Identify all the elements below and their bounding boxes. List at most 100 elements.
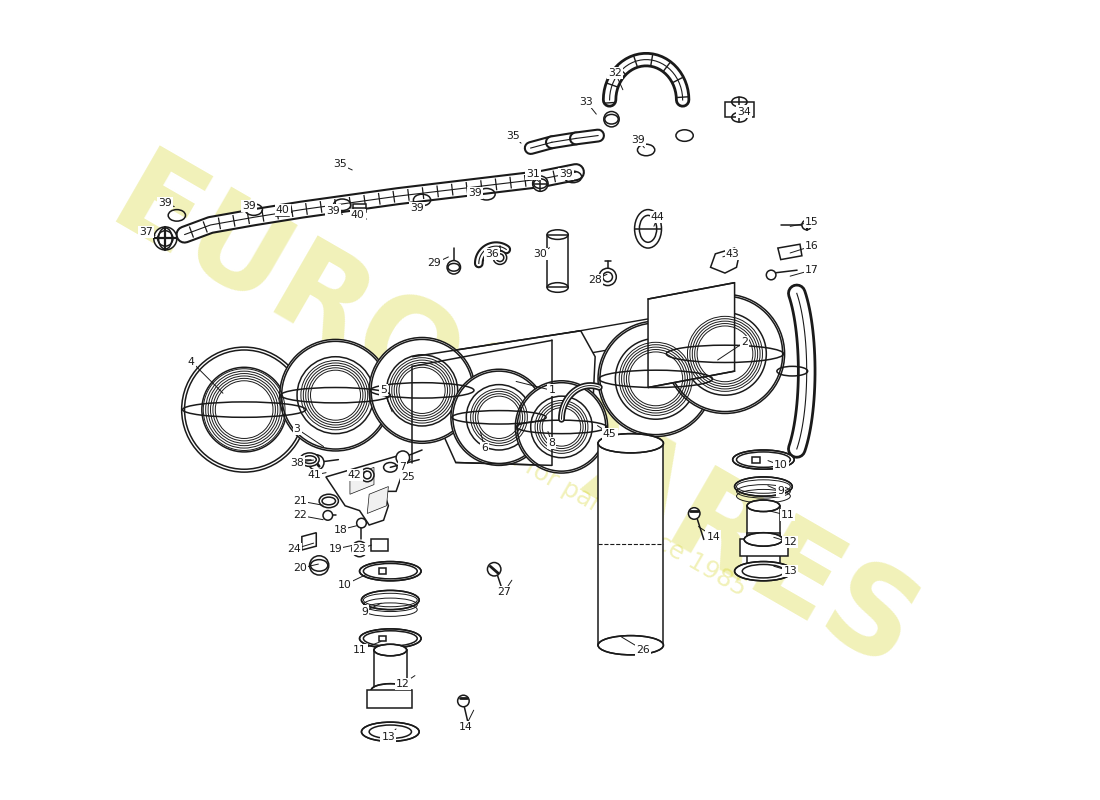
Circle shape	[309, 556, 329, 575]
Text: 34: 34	[737, 106, 751, 117]
Text: 22: 22	[293, 510, 307, 520]
Text: 12: 12	[783, 538, 798, 547]
Ellipse shape	[360, 629, 421, 648]
Bar	[378, 635, 386, 642]
Text: 10: 10	[338, 580, 352, 590]
Ellipse shape	[362, 590, 419, 610]
Text: 40: 40	[351, 210, 364, 220]
Text: 27: 27	[497, 587, 510, 598]
Text: EUROSPARES: EUROSPARES	[91, 142, 936, 697]
Text: 26: 26	[637, 645, 650, 655]
Text: 5: 5	[381, 386, 387, 395]
Text: 17: 17	[804, 265, 818, 275]
Text: 39: 39	[410, 202, 425, 213]
Text: 20: 20	[293, 563, 307, 574]
Ellipse shape	[598, 434, 663, 453]
Text: 12: 12	[396, 678, 409, 689]
Text: 39: 39	[560, 169, 573, 179]
Circle shape	[802, 220, 812, 230]
Polygon shape	[412, 330, 595, 466]
Ellipse shape	[319, 494, 339, 508]
Circle shape	[532, 176, 548, 191]
Text: 39: 39	[631, 135, 646, 146]
Polygon shape	[778, 244, 802, 260]
Text: 36: 36	[485, 249, 499, 259]
Bar	[547, 234, 569, 287]
Text: 35: 35	[506, 130, 520, 141]
Ellipse shape	[747, 543, 780, 555]
Polygon shape	[740, 539, 789, 556]
Circle shape	[666, 294, 784, 414]
Text: 3: 3	[294, 424, 300, 434]
Text: 8: 8	[549, 438, 556, 448]
Text: 31: 31	[526, 169, 539, 179]
Text: 21: 21	[293, 496, 307, 506]
Circle shape	[279, 339, 392, 451]
Polygon shape	[326, 456, 403, 525]
Text: 30: 30	[534, 249, 548, 259]
Text: 24: 24	[287, 544, 301, 554]
Circle shape	[515, 381, 607, 473]
Ellipse shape	[371, 684, 409, 697]
Circle shape	[604, 111, 619, 127]
Circle shape	[297, 357, 374, 434]
Text: 19: 19	[329, 544, 342, 554]
Circle shape	[530, 396, 592, 458]
Bar	[276, 209, 289, 216]
Circle shape	[598, 321, 714, 437]
Bar	[378, 568, 386, 574]
Circle shape	[396, 451, 409, 465]
Ellipse shape	[598, 635, 663, 655]
Text: 11: 11	[781, 510, 794, 520]
Bar	[725, 102, 754, 118]
Text: 39: 39	[242, 201, 256, 210]
Circle shape	[447, 261, 461, 274]
Bar	[747, 533, 780, 570]
Bar	[353, 204, 366, 211]
Text: 35: 35	[333, 159, 348, 170]
Text: 14: 14	[459, 722, 472, 732]
Text: 38: 38	[290, 458, 304, 467]
Circle shape	[386, 355, 458, 426]
Circle shape	[466, 385, 531, 450]
Ellipse shape	[362, 722, 419, 742]
Text: 2: 2	[740, 338, 748, 347]
Text: 1: 1	[549, 386, 556, 395]
Text: 18: 18	[333, 525, 348, 535]
Circle shape	[201, 367, 286, 452]
Bar	[598, 443, 663, 646]
Text: 32: 32	[608, 68, 623, 78]
Text: 28: 28	[588, 274, 602, 285]
Polygon shape	[350, 467, 374, 494]
Circle shape	[323, 510, 332, 520]
Ellipse shape	[735, 477, 792, 496]
Bar	[752, 457, 760, 462]
Text: 37: 37	[140, 226, 153, 237]
Text: 11: 11	[353, 645, 366, 655]
Circle shape	[356, 518, 366, 528]
Bar	[747, 506, 780, 549]
Polygon shape	[648, 282, 735, 387]
Text: 7: 7	[399, 462, 406, 472]
Circle shape	[154, 227, 177, 250]
Text: 25: 25	[400, 472, 415, 482]
Circle shape	[370, 338, 475, 443]
Polygon shape	[301, 533, 317, 550]
Ellipse shape	[733, 450, 794, 470]
Circle shape	[182, 347, 307, 472]
Polygon shape	[367, 486, 388, 514]
Ellipse shape	[300, 453, 319, 466]
Bar	[374, 650, 407, 690]
Circle shape	[361, 468, 374, 482]
Ellipse shape	[360, 562, 421, 581]
Circle shape	[767, 270, 775, 280]
Text: 41: 41	[308, 470, 321, 480]
Ellipse shape	[735, 562, 792, 581]
Text: a passion for parts since 1985: a passion for parts since 1985	[411, 391, 750, 601]
Circle shape	[451, 370, 547, 466]
Circle shape	[689, 508, 700, 519]
Ellipse shape	[374, 644, 407, 656]
Circle shape	[352, 542, 367, 557]
Text: 13: 13	[783, 566, 798, 576]
Text: 6: 6	[481, 443, 488, 453]
